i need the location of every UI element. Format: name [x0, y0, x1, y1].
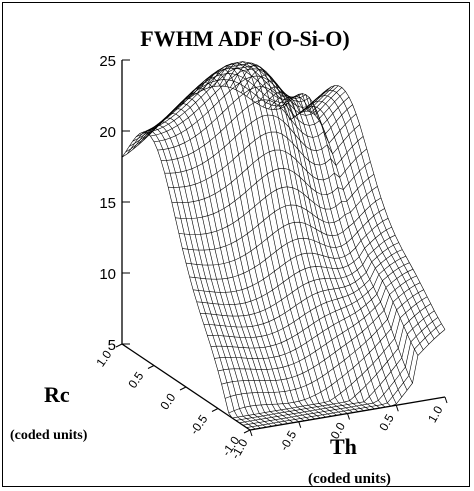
mesh-line-th [132, 127, 261, 429]
mesh-line-th [170, 97, 299, 423]
mesh-line-th [121, 131, 251, 431]
z-tick-label: 20 [99, 124, 116, 141]
rc-axis-label: Rc [44, 382, 70, 407]
mesh-line-th [219, 62, 348, 414]
th-tick-mark [395, 405, 399, 412]
mesh-line-th [278, 96, 408, 391]
mesh-line-rc [139, 61, 336, 134]
th-tick-label: 1.0 [425, 403, 446, 425]
z-tick-label: 15 [99, 195, 116, 212]
mesh-line-th [159, 108, 289, 424]
mesh-line-th [203, 68, 332, 417]
mesh-line-th [295, 105, 424, 350]
mesh-line-th [192, 77, 321, 419]
mesh-line-th [289, 110, 419, 356]
mesh-line-th [273, 96, 402, 398]
mesh-line-th [186, 82, 316, 420]
mesh-line-th [246, 74, 375, 410]
surface-mesh [121, 61, 446, 431]
mesh-line-th [311, 90, 440, 335]
mesh-line-th [181, 87, 310, 421]
mesh-line-rc [207, 249, 403, 338]
mesh-line-th [154, 113, 283, 425]
rc-tick-mark [115, 343, 123, 348]
rc-tick-mark [147, 365, 155, 369]
th-tick-label: 0.5 [376, 411, 397, 433]
th-tick-mark [444, 396, 448, 404]
mesh-line-th [148, 117, 278, 426]
mesh-line-th [251, 80, 381, 409]
mesh-line-rc [178, 173, 375, 235]
rc-tick-label: 0.0 [157, 390, 178, 412]
z-tick-label: 25 [99, 53, 116, 70]
mesh-line-rc [203, 242, 399, 328]
z-tick-label: 5 [108, 337, 116, 354]
mesh-line-th [235, 64, 364, 412]
mesh-line-th [224, 61, 354, 413]
rc-tick-label: -0.5 [187, 412, 211, 437]
mesh-line-th [316, 85, 446, 330]
th-tick-label: -0.5 [277, 428, 300, 453]
mesh-line-th [175, 92, 305, 422]
mesh-line-th [138, 124, 267, 428]
rc-tick-mark [211, 408, 219, 412]
th-axis-sublabel: (coded units) [308, 471, 391, 487]
mesh-line-th [240, 69, 370, 411]
th-tick-mark [249, 429, 253, 437]
mesh-line-th [306, 95, 435, 340]
th-tick-mark [347, 413, 350, 420]
mesh-line-th [143, 121, 272, 427]
mesh-line-th [257, 86, 386, 408]
mesh-line-rc [168, 131, 364, 188]
z-axis-ticks: 5 10 15 20 25 [99, 53, 116, 354]
mesh-line-th [197, 72, 326, 418]
mesh-line-th [268, 95, 397, 405]
mesh-line-th [165, 103, 294, 423]
rc-axis-ticks: -1.0-0.50.00.51.0 [93, 347, 242, 458]
mesh-line-rc [217, 268, 414, 372]
mesh-line-rc [161, 99, 357, 161]
mesh-line-th [284, 93, 413, 384]
rc-axis-sublabel: (coded units) [10, 428, 88, 443]
mesh-line-th [300, 100, 430, 345]
axes [115, 59, 448, 437]
mesh-line-th [230, 62, 359, 412]
mesh-line-th [262, 91, 392, 407]
rc-tick-mark [243, 429, 251, 434]
th-axis-label: Th [330, 434, 357, 459]
z-tick-label: 10 [99, 266, 116, 283]
mesh-line-th [213, 63, 343, 415]
mesh-line-rc [182, 186, 378, 251]
th-tick-mark [298, 421, 302, 428]
frame-border [2, 2, 470, 487]
chart-title: FWHM ADF (O-Si-O) [140, 26, 349, 51]
rc-tick-mark [179, 386, 187, 391]
mesh-line-rc [150, 68, 346, 137]
rc-tick-label: 0.5 [125, 369, 146, 391]
mesh-line-th [208, 65, 337, 416]
